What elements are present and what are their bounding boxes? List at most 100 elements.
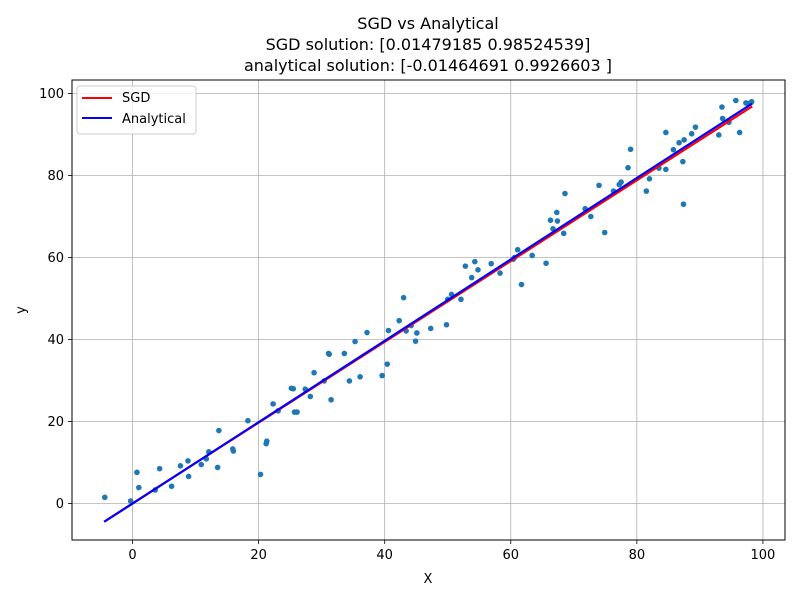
data-point bbox=[341, 350, 348, 357]
data-point bbox=[625, 164, 631, 171]
data-point bbox=[396, 317, 402, 324]
data-point bbox=[379, 372, 385, 379]
data-point bbox=[692, 124, 699, 130]
y-axis-ticks: 0 20 40 60 80 100 bbox=[39, 87, 72, 512]
y-tick-label: 80 bbox=[47, 169, 64, 184]
x-axis-ticks: 0 20 40 60 80 100 bbox=[128, 540, 775, 563]
x-tick-label: 0 bbox=[128, 548, 136, 563]
data-point bbox=[294, 409, 300, 415]
data-point bbox=[245, 417, 251, 424]
x-tick-label: 80 bbox=[629, 548, 646, 563]
grid bbox=[72, 80, 785, 540]
data-point bbox=[588, 213, 594, 220]
data-point bbox=[400, 294, 407, 301]
data-point bbox=[214, 464, 221, 471]
data-point bbox=[216, 427, 222, 434]
fit-lines bbox=[103, 102, 753, 523]
data-point bbox=[326, 351, 333, 358]
data-point bbox=[346, 378, 353, 384]
data-point bbox=[136, 484, 142, 491]
data-point bbox=[384, 361, 391, 367]
x-tick-label: 20 bbox=[250, 548, 267, 563]
data-point bbox=[311, 369, 317, 376]
data-point bbox=[543, 260, 549, 267]
data-point bbox=[562, 190, 568, 197]
x-tick-label: 100 bbox=[751, 548, 776, 563]
data-point bbox=[328, 396, 334, 403]
data-point bbox=[663, 166, 669, 173]
data-point bbox=[554, 218, 561, 224]
data-point bbox=[680, 158, 686, 165]
data-point bbox=[472, 258, 478, 265]
data-point bbox=[198, 461, 205, 468]
data-point bbox=[518, 281, 525, 288]
legend-label-sgd: SGD bbox=[122, 91, 150, 106]
data-point bbox=[497, 270, 503, 276]
data-point bbox=[177, 462, 184, 469]
data-point bbox=[134, 469, 140, 476]
y-tick-label: 20 bbox=[47, 415, 64, 430]
y-tick-label: 100 bbox=[39, 87, 64, 102]
data-point bbox=[529, 252, 536, 259]
data-point bbox=[412, 338, 419, 344]
data-point bbox=[270, 401, 276, 407]
chart-title-line-3: analytical solution: [-0.01464691 0.9926… bbox=[244, 56, 612, 75]
x-tick-label: 40 bbox=[376, 548, 393, 563]
data-point bbox=[475, 267, 481, 273]
data-point bbox=[733, 97, 739, 104]
data-point bbox=[263, 438, 270, 444]
data-point bbox=[547, 217, 554, 224]
data-point bbox=[680, 201, 687, 208]
data-point bbox=[257, 471, 264, 478]
data-point bbox=[663, 129, 669, 136]
data-point bbox=[385, 327, 392, 334]
y-tick-label: 0 bbox=[56, 497, 64, 512]
data-point bbox=[553, 209, 560, 216]
legend-label-analytical: Analytical bbox=[122, 112, 186, 127]
data-point bbox=[618, 179, 624, 185]
legend: SGD Analytical bbox=[76, 85, 197, 135]
data-point bbox=[443, 321, 450, 328]
data-point bbox=[719, 104, 725, 110]
data-point bbox=[560, 230, 567, 237]
data-point bbox=[601, 229, 608, 236]
data-point bbox=[458, 296, 464, 303]
data-point bbox=[676, 139, 682, 146]
data-point bbox=[681, 137, 687, 143]
data-point bbox=[290, 385, 297, 392]
data-point bbox=[627, 146, 634, 153]
data-point bbox=[168, 483, 175, 490]
data-point bbox=[427, 325, 434, 332]
data-point bbox=[156, 465, 163, 472]
data-point bbox=[748, 98, 755, 105]
chart-title-line-1: SGD vs Analytical bbox=[357, 14, 498, 33]
data-point bbox=[101, 494, 108, 501]
data-point bbox=[185, 458, 191, 464]
data-point bbox=[307, 393, 314, 400]
data-point bbox=[719, 115, 726, 122]
data-point bbox=[670, 146, 677, 153]
chart-title-line-2: SGD solution: [0.01479185 0.98524539] bbox=[266, 35, 591, 54]
data-point bbox=[596, 182, 602, 189]
data-point bbox=[736, 129, 743, 136]
data-point bbox=[716, 132, 722, 138]
data-point bbox=[414, 330, 420, 336]
data-point bbox=[688, 130, 695, 137]
y-tick-label: 40 bbox=[47, 333, 64, 348]
data-point bbox=[185, 473, 192, 480]
data-point bbox=[462, 263, 469, 269]
x-tick-label: 60 bbox=[502, 548, 519, 563]
scatter-points bbox=[101, 97, 755, 504]
data-point bbox=[468, 274, 475, 281]
fit-line-analytical bbox=[103, 102, 753, 523]
x-axis-label: X bbox=[424, 572, 433, 587]
plot-frame bbox=[71, 79, 786, 541]
data-point bbox=[514, 246, 521, 253]
y-axis-label: y bbox=[14, 306, 29, 314]
data-point bbox=[646, 176, 653, 182]
data-point bbox=[643, 188, 650, 194]
data-point bbox=[352, 338, 358, 345]
data-point bbox=[230, 448, 237, 454]
y-tick-label: 60 bbox=[47, 251, 64, 266]
